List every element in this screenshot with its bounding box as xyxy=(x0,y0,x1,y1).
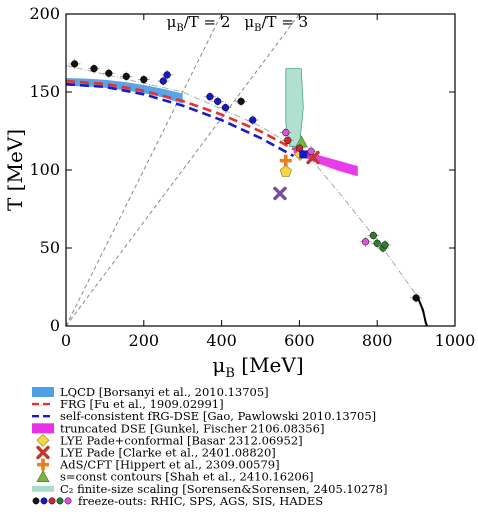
x-tick-label-2: 200 xyxy=(129,331,160,350)
legend-swatch-dot-1 xyxy=(32,497,40,505)
legend-item-1: LQCD [Borsanyi et al., 2010.13705] xyxy=(32,385,269,399)
series-2-line xyxy=(66,79,314,161)
guide-line-2 xyxy=(66,14,300,326)
legend-swatch-dot-3 xyxy=(48,497,56,505)
series-10-point-2-5 xyxy=(221,103,230,112)
legend-item-10: freeze-outs: RHIC, SPS, AGS, SIS, HADES xyxy=(32,494,323,508)
series-10-point-2-3 xyxy=(206,93,214,101)
x-tick-label-6: 1000 xyxy=(435,331,476,350)
guide-line-labels: μB/T = 2 μB/T = 3 xyxy=(167,13,309,34)
legend-item-3: self-consistent fRG-DSE [Gao, Pawlowski … xyxy=(32,409,376,423)
legend-label-9: C₂ finite-size scaling [Sorensen&Sorense… xyxy=(60,482,388,496)
y-tick-label-5: 200 xyxy=(29,4,60,23)
series-10-point-1-3 xyxy=(105,69,113,77)
plot-frame xyxy=(65,13,456,327)
series-10-point-1-4 xyxy=(122,72,130,81)
series-10-point-2-2 xyxy=(163,71,171,79)
legend-label-2: FRG [Fu et al., 1909.02991] xyxy=(60,397,224,411)
x-tick-label-3: 400 xyxy=(206,331,237,350)
series-10-point-5-3 xyxy=(361,238,370,246)
nuclear-liquid-gas-curve xyxy=(417,297,428,326)
freezeout-trend-line xyxy=(66,65,429,326)
series-10-point-4-4 xyxy=(381,241,389,249)
series-10-point-2-1 xyxy=(159,77,167,85)
axis-ticks: 0 200 400 600 800 1000 0 50 100 150 200 xyxy=(29,4,475,350)
guide-line-label-1: μB/T = 2 xyxy=(167,13,231,34)
legend-label-10: freeze-outs: RHIC, SPS, AGS, SIS, HADES xyxy=(78,494,323,508)
legend-swatch-dot-2 xyxy=(40,497,48,505)
guide-line-1 xyxy=(66,14,223,326)
series-10-point-1-6 xyxy=(237,97,245,106)
legend-swatch-5 xyxy=(36,433,50,447)
legend-item-2: FRG [Fu et al., 1909.02991] xyxy=(32,397,224,411)
legend-item-8: s=const contours [Shah et al., 2410.1620… xyxy=(36,470,314,484)
y-tick-label-2: 50 xyxy=(40,238,60,257)
legend-item-7: AdS/CFT [Hippert et al., 2309.00579] xyxy=(37,458,280,472)
extra-marker-2-1 xyxy=(279,165,292,177)
plot-area xyxy=(66,14,429,326)
y-tick-label-4: 150 xyxy=(29,82,60,101)
series-10-point-2-4 xyxy=(214,97,222,106)
legend-label-4: truncated DSE [Gunkel, Fischer 2106.0835… xyxy=(60,421,324,435)
x-tick-label-1: 0 xyxy=(61,331,71,350)
x-tick-label-5: 800 xyxy=(362,331,393,350)
legend-label-5: LYE Pade+conformal [Basar 2312.06952] xyxy=(60,433,303,447)
y-tick-label-3: 100 xyxy=(29,160,60,179)
legend-swatch-7 xyxy=(37,458,49,471)
legend-swatch-4 xyxy=(32,423,54,434)
y-tick-label-1: 0 xyxy=(50,316,60,335)
series-10-point-4-1 xyxy=(369,231,377,240)
y-axis-label: T [MeV] xyxy=(3,129,27,211)
extra-marker-3-1 xyxy=(299,150,308,159)
legend-swatch-8 xyxy=(36,470,50,482)
series-10-point-3-1 xyxy=(284,136,292,145)
series-10-point-4-2 xyxy=(373,239,381,247)
legend-item-6: LYE Pade [Clarke et al., 2401.08820] xyxy=(36,445,276,460)
legend-swatch-dot-4 xyxy=(56,497,64,505)
series-10-point-5-1 xyxy=(282,128,290,137)
legend-item-5: LYE Pade+conformal [Basar 2312.06952] xyxy=(36,433,303,447)
legend-label-1: LQCD [Borsanyi et al., 2010.13705] xyxy=(60,385,269,399)
legend-label-8: s=const contours [Shah et al., 2410.1620… xyxy=(60,470,314,484)
legend-label-6: LYE Pade [Clarke et al., 2401.08820] xyxy=(60,446,276,460)
series-10-point-1-1 xyxy=(70,60,79,68)
legend-swatch-1 xyxy=(32,387,54,397)
legend-label-3: self-consistent fRG-DSE [Gao, Pawlowski … xyxy=(60,409,376,423)
legend: LQCD [Borsanyi et al., 2010.13705]FRG [F… xyxy=(32,385,388,508)
x-axis-label: μB [MeV] xyxy=(212,353,303,381)
guide-line-label-2: μB/T = 3 xyxy=(244,13,308,34)
legend-swatch-9 xyxy=(32,485,54,492)
series-10-point-5-2 xyxy=(307,147,315,155)
x-tick-label-4: 600 xyxy=(284,331,315,350)
series-7-point-1 xyxy=(279,154,292,167)
extra-marker-1-1 xyxy=(273,186,287,201)
series-3-line xyxy=(66,82,295,158)
legend-swatch-6 xyxy=(36,445,50,460)
series-10-point-1-5 xyxy=(140,75,148,84)
legend-swatch-dot-5 xyxy=(64,497,72,505)
legend-item-4: truncated DSE [Gunkel, Fischer 2106.0835… xyxy=(32,421,324,435)
series-10-point-2-6 xyxy=(249,116,257,124)
legend-item-9: C₂ finite-size scaling [Sorensen&Sorense… xyxy=(32,482,388,496)
series-10-point-1-2 xyxy=(90,64,98,73)
legend-label-7: AdS/CFT [Hippert et al., 2309.00579] xyxy=(59,458,280,472)
